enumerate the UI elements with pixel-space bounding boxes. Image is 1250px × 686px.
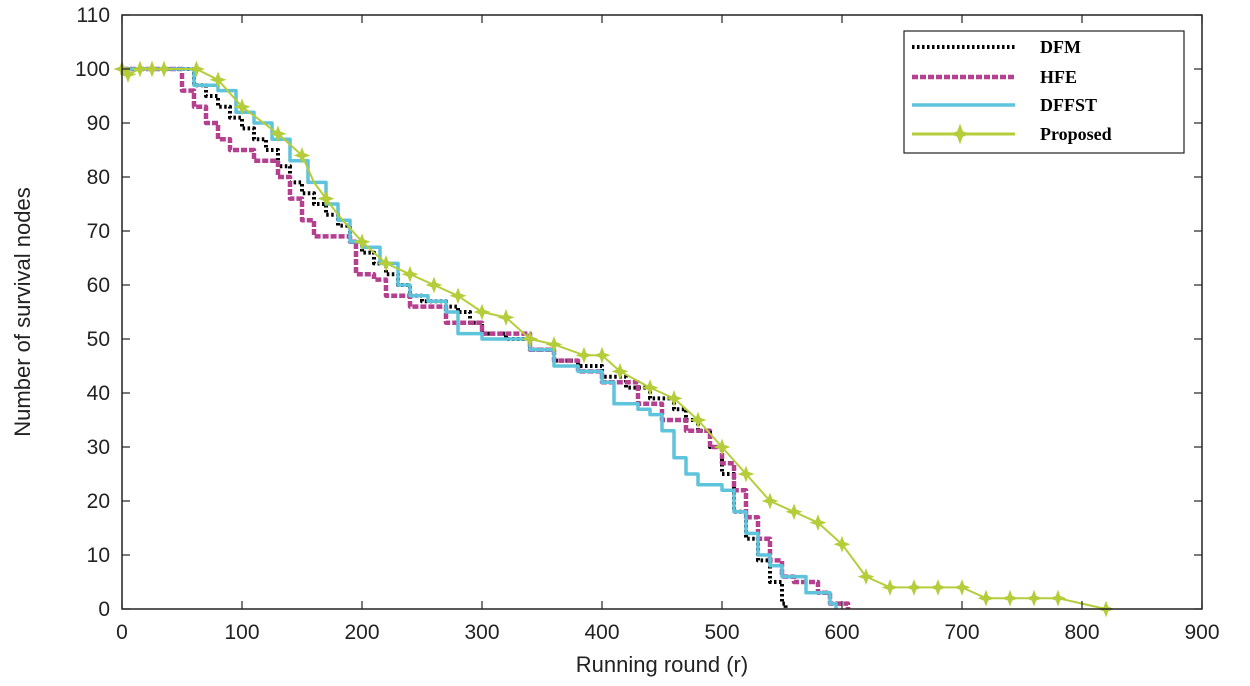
series-marker-proposed	[1025, 589, 1043, 607]
series-marker-proposed	[929, 578, 947, 596]
legend-label-proposed: Proposed	[1040, 124, 1112, 144]
y-tick-label: 110	[77, 4, 110, 27]
y-tick-label: 0	[98, 598, 110, 621]
x-tick-label: 800	[1064, 621, 1099, 644]
y-tick-label: 40	[87, 382, 110, 405]
series-marker-proposed	[641, 379, 659, 397]
series-marker-proposed	[521, 330, 539, 348]
series-marker-proposed	[593, 346, 611, 364]
y-tick-label: 50	[87, 328, 110, 351]
legend-label-dffst: DFFST	[1040, 95, 1097, 115]
series-marker-proposed	[1001, 589, 1019, 607]
x-tick-label: 700	[944, 621, 979, 644]
series-layer	[113, 60, 1115, 618]
series-marker-proposed	[761, 492, 779, 510]
series-marker-proposed	[881, 578, 899, 596]
series-marker-proposed	[737, 465, 755, 483]
legend: DFM HFE DFFST Proposed	[903, 30, 1185, 154]
y-tick-label: 30	[87, 436, 110, 459]
series-marker-proposed	[857, 568, 875, 586]
ticks-layer: 0 100 200 300 400 500 600 700 800 900 0 10 20 30 40 50 6…	[75, 4, 1220, 644]
series-marker-proposed	[449, 287, 467, 305]
series-marker-proposed	[119, 65, 137, 83]
x-axis-label: Running round (r)	[576, 652, 748, 677]
series-marker-proposed	[377, 254, 395, 272]
series-marker-proposed	[131, 60, 149, 78]
y-tick-label: 80	[87, 166, 110, 189]
series-marker-proposed	[233, 98, 251, 116]
legend-marker-proposed	[949, 123, 971, 145]
y-tick-label: 90	[87, 112, 110, 135]
series-marker-proposed	[611, 362, 629, 380]
legend-label-hfe: HFE	[1040, 67, 1077, 87]
series-marker-proposed	[209, 71, 227, 89]
x-tick-label: 100	[224, 621, 259, 644]
x-tick-label: 0	[116, 621, 128, 644]
x-tick-label: 900	[1184, 621, 1219, 644]
x-tick-label: 500	[704, 621, 739, 644]
legend-label-dfm: DFM	[1040, 37, 1081, 57]
series-marker-proposed	[401, 265, 419, 283]
y-tick-label: 10	[87, 544, 110, 567]
y-tick-label: 60	[87, 274, 110, 297]
series-marker-proposed	[689, 411, 707, 429]
series-marker-proposed	[785, 503, 803, 521]
series-marker-proposed	[1049, 589, 1067, 607]
y-tick-label: 70	[87, 220, 110, 243]
y-axis-label: Number of survival nodes	[10, 187, 35, 436]
x-tick-label: 600	[824, 621, 859, 644]
y-tick-label: 20	[87, 490, 110, 513]
series-marker-proposed	[575, 346, 593, 364]
series-marker-proposed	[809, 514, 827, 532]
series-marker-proposed	[187, 60, 205, 78]
series-marker-proposed	[143, 60, 161, 78]
series-marker-proposed	[269, 125, 287, 143]
series-marker-proposed	[665, 389, 683, 407]
x-tick-label: 300	[464, 621, 499, 644]
y-tick-label: 100	[75, 58, 110, 81]
series-marker-proposed	[977, 589, 995, 607]
series-marker-proposed	[293, 146, 311, 164]
series-marker-proposed	[833, 535, 851, 553]
series-marker-proposed	[905, 578, 923, 596]
series-marker-proposed	[425, 276, 443, 294]
series-marker-proposed	[317, 190, 335, 208]
series-marker-proposed	[473, 303, 491, 321]
series-marker-proposed	[953, 578, 971, 596]
plot-frame	[121, 14, 1203, 610]
x-tick-label: 400	[584, 621, 619, 644]
series-marker-proposed	[545, 335, 563, 353]
x-tick-label: 200	[344, 621, 379, 644]
series-marker-proposed	[155, 60, 173, 78]
series-marker-proposed	[353, 233, 371, 251]
legend-items: DFM HFE DFFST Proposed	[912, 37, 1112, 145]
series-marker-proposed	[497, 308, 515, 326]
series-marker-proposed	[713, 438, 731, 456]
